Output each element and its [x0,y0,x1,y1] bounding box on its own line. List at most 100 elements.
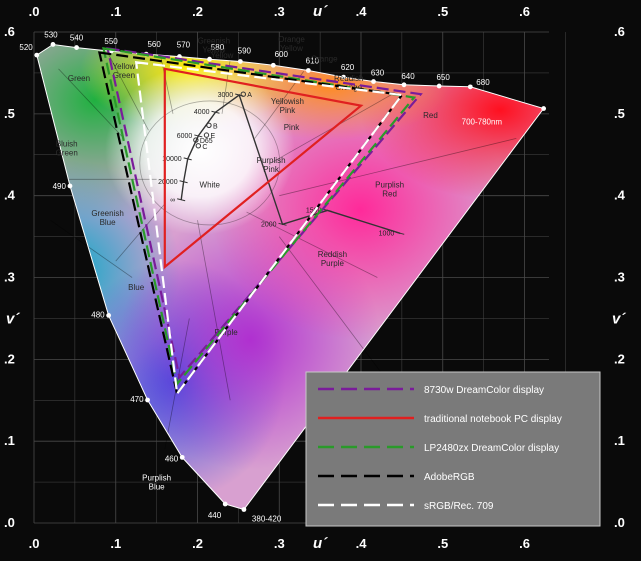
wavelength-label-380-420: 380-420 [252,514,282,523]
region-boundary-line [246,211,378,278]
region-label-reddish-purple: Reddish Purple [318,250,347,268]
x-tick-bottom-4: .4 [356,536,368,551]
locus-point [305,68,311,73]
wavelength-label-490: 490 [53,182,67,191]
region-label-greenish-blue: Greenish Blue [91,209,123,227]
wavelength-label-680: 680 [476,78,490,87]
y-tick-right-1: .1 [614,433,625,448]
planckian-tick [211,110,220,114]
y-tick-left-2: .2 [4,351,15,366]
illuminant-point [206,122,212,129]
region-label-purple: Purple [215,328,239,337]
planckian-tick [179,180,188,184]
legend: 8730w DreamColor display traditional note… [305,371,601,527]
region-label-bluish-green: Bluish Green [56,140,78,158]
x-axis-label-bottom: u´ [313,535,328,552]
locus-point [541,106,547,111]
y-tick-right-0: .0 [614,515,625,530]
color-temperature-label-2000: 2000 [261,221,277,228]
region-boundary-line [107,52,149,131]
x-tick-bottom-0: .0 [29,536,40,551]
planckian-tick [323,208,332,212]
region-boundary-line [197,220,231,401]
illuminant-label-c: C [202,144,207,151]
color-temperature-label-3000: 3000 [218,92,234,99]
x-tick-top-0: .0 [29,4,40,19]
region-boundary-line [50,219,133,278]
wavelength-label-440: 440 [208,511,222,520]
x-axis-label-top: u´ [313,3,328,20]
region-label-yellowish-pink: Yellowish Pink [271,97,304,115]
color-temperature-label-6000: 6000 [177,133,193,140]
y-tick-left-1: .1 [4,433,15,448]
region-label-yellow: Yellow [211,51,234,60]
wavelength-label-640: 640 [401,72,415,81]
wavelength-label-650: 650 [436,73,450,82]
illuminant-label-d65: D65 [200,138,213,145]
x-tick-top-5: .5 [437,4,448,19]
locus-point [145,397,150,403]
x-tick-bottom-1: .1 [110,536,121,551]
region-label-greenish-yellow: Greenish Yellow [198,36,230,54]
illuminant-point [195,143,202,149]
wavelength-label-480: 480 [91,310,105,319]
y-tick-right-3: .3 [614,270,625,285]
x-tick-top-4: .4 [356,4,368,19]
wavelength-label-580: 580 [211,43,225,52]
locus-point [237,59,243,64]
color-temperature-label-: ∞ [170,197,175,204]
y-tick-right-2: .2 [614,351,625,366]
spectral-locus-labels: 380-420 440 460 470 480 490 520 530 540 550 560 570… [19,30,547,523]
region-label-blue: Blue [128,283,145,292]
locus-point [341,74,346,80]
x-tick-top-6: .6 [519,4,530,19]
legend-label-adobergb: AdobeRGB [424,472,475,483]
x-tick-top-1: .1 [110,4,121,19]
locus-point [50,42,56,47]
locus-point [241,507,247,512]
y-tick-left-0: .0 [4,515,15,530]
y-axis-label-left: v´ [6,310,20,327]
gamut-adobergb [97,51,404,397]
locus-point [67,183,73,189]
y-tick-left-5: .5 [4,106,15,121]
planckian-tick [278,222,287,226]
region-boundary-line [58,68,125,139]
region-label-yellow-green: Yellow Green [113,62,136,80]
locus-point [467,84,473,90]
locus-point [34,52,40,58]
illuminant-label-b: B [213,123,218,130]
y-tick-right-5: .5 [614,106,625,121]
region-label-purplish-pink: Purplish Pink [257,156,286,174]
y-axis-label-right: v´ [612,310,626,327]
wavelength-label-570: 570 [177,41,191,50]
region-label-purplish-blue: Purplish Blue [142,473,171,491]
wavelength-label-560: 560 [147,40,161,49]
color-temperature-label-4000: 4000 [194,109,210,116]
wavelength-label-630: 630 [371,69,385,78]
gamut-srgb-rec-709 [134,61,404,397]
legend-label-traditional-notebook-pc-display: traditional notebook PC display [424,414,562,425]
locus-point [179,454,185,460]
x-tick-bottom-6: .6 [519,536,530,551]
x-tick-bottom-2: .2 [192,536,203,551]
region-label-red: Red [423,111,438,120]
locus-point [436,83,442,89]
region-label-orange: Orange [311,54,338,63]
region-label-pink: Pink [284,123,301,132]
region-label-white: White [200,180,221,189]
legend-label-8730w-dreamcolor-display: 8730w DreamColor display [424,385,544,396]
gamut-lp2480zx-dreamcolor-display [102,47,417,387]
y-tick-right-4: .4 [614,188,626,203]
gamut-traditional-notebook-pc-display [163,67,364,270]
illuminant-point [240,91,246,97]
color-temperature-label-20000: 20000 [158,179,178,186]
x-tick-top-2: .2 [192,4,203,19]
region-label-green: Green [68,74,90,83]
region-label-purplish-red: Purplish Red [375,180,404,198]
region-label-orange-yellow: Orange Yellow [278,35,305,53]
illuminant-point [193,137,199,143]
planckian-tick [194,134,203,138]
illuminant-point [203,132,210,138]
